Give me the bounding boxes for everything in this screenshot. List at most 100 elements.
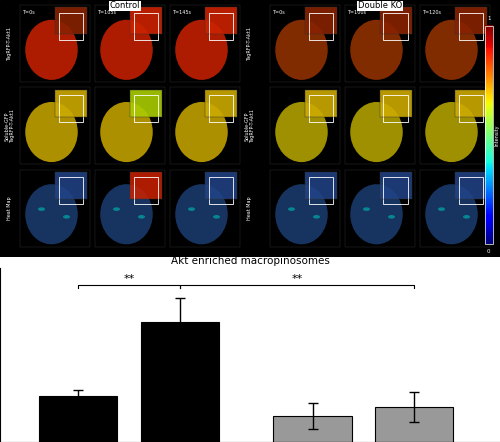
Text: Heat Map: Heat Map [8,196,12,220]
Bar [380,172,412,199]
Ellipse shape [276,184,328,244]
Bar [345,170,415,247]
Title: Akt enriched macropinosomes: Akt enriched macropinosomes [170,255,330,266]
Bar [20,170,90,247]
Bar [380,90,412,117]
Bar [305,90,336,117]
Text: Control: Control [110,1,140,10]
Ellipse shape [350,184,403,244]
Bar [384,13,408,40]
Bar [130,172,162,199]
Bar [375,407,453,442]
Ellipse shape [26,102,78,162]
Bar [170,88,240,164]
Bar [308,177,333,204]
Bar [420,5,490,82]
Text: Double KO: Double KO [358,1,402,10]
Bar [170,170,240,247]
Bar [130,90,162,117]
Ellipse shape [425,20,478,80]
Bar [95,5,165,82]
Bar [305,90,336,117]
Ellipse shape [350,102,403,162]
Bar [305,172,336,199]
Text: 1: 1 [487,15,490,20]
Bar [455,8,486,34]
Bar [170,5,240,82]
Ellipse shape [425,184,478,244]
Circle shape [463,215,470,219]
Bar [58,95,83,122]
Bar [134,177,158,204]
Bar [55,90,86,117]
Ellipse shape [350,20,403,80]
Bar [270,170,340,247]
Bar [55,8,86,34]
Bar [308,13,333,40]
Bar [458,177,483,204]
Bar [130,8,162,34]
Circle shape [363,207,370,211]
Bar [130,90,162,117]
Text: Intensity: Intensity [495,124,500,145]
Bar [134,95,158,122]
Ellipse shape [26,184,78,244]
Circle shape [213,215,220,219]
Bar [458,13,483,40]
Bar [55,8,86,34]
Bar [205,90,236,117]
Circle shape [288,207,295,211]
Bar [380,8,412,34]
Bar [455,90,486,117]
Circle shape [388,215,395,219]
Text: 0: 0 [487,249,490,254]
Bar [345,88,415,164]
Bar [134,13,158,40]
Circle shape [313,215,320,219]
Text: Soluble-GFP
TagRFP-T-Akt1: Soluble-GFP TagRFP-T-Akt1 [4,109,16,143]
Bar [305,8,336,34]
Bar [380,90,412,117]
Circle shape [38,207,45,211]
Bar [130,172,162,199]
Bar [455,90,486,117]
Bar [380,8,412,34]
Bar [270,88,340,164]
Text: **: ** [291,274,302,284]
Text: TagRFP-T-Akt1: TagRFP-T-Akt1 [248,27,252,61]
Ellipse shape [100,184,153,244]
Text: T=120s: T=120s [422,10,442,15]
Ellipse shape [176,184,228,244]
Bar [305,8,336,34]
Text: T=0s: T=0s [22,10,35,15]
Text: **: ** [124,274,134,284]
Ellipse shape [276,20,328,80]
Text: Soluble-GFP
TagRFP-T-Akt1: Soluble-GFP TagRFP-T-Akt1 [244,109,256,143]
Bar [55,172,86,199]
Bar [308,95,333,122]
Ellipse shape [176,20,228,80]
Bar [140,322,219,442]
Ellipse shape [100,102,153,162]
Bar [420,170,490,247]
Bar [39,396,117,442]
Bar [485,26,492,244]
Bar [208,177,233,204]
Circle shape [438,207,445,211]
Text: T=100s: T=100s [348,10,366,15]
Text: Heat Map: Heat Map [248,196,252,220]
Bar [455,8,486,34]
Circle shape [138,215,145,219]
Bar [130,8,162,34]
Bar [455,172,486,199]
Bar [380,172,412,199]
Ellipse shape [425,102,478,162]
Bar [205,8,236,34]
Bar [95,170,165,247]
Bar [208,95,233,122]
Bar [205,172,236,199]
Bar [420,88,490,164]
Bar [205,8,236,34]
Bar [205,90,236,117]
Bar [384,177,408,204]
